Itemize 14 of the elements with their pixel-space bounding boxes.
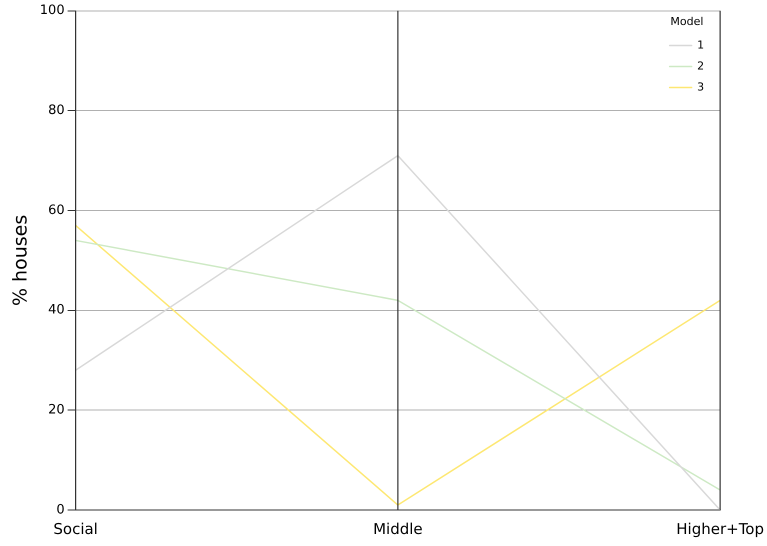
x-tick-label: Higher+Top [676,520,764,538]
legend-label: 2 [697,59,704,72]
legend-label: 3 [697,80,704,94]
y-tick-label: 0 [56,502,65,518]
y-tick-label: 20 [48,402,65,418]
y-tick-label: 80 [48,103,65,118]
x-tick-label: Middle [373,520,423,538]
legend-label: 1 [697,38,704,52]
y-tick-label: 60 [48,202,65,218]
y-tick-label: 100 [40,3,65,18]
legend-title: Model [670,15,704,28]
y-tick-label: 40 [48,302,65,318]
y-axis-title: % houses [9,214,32,306]
x-tick-label: Social [53,520,98,538]
